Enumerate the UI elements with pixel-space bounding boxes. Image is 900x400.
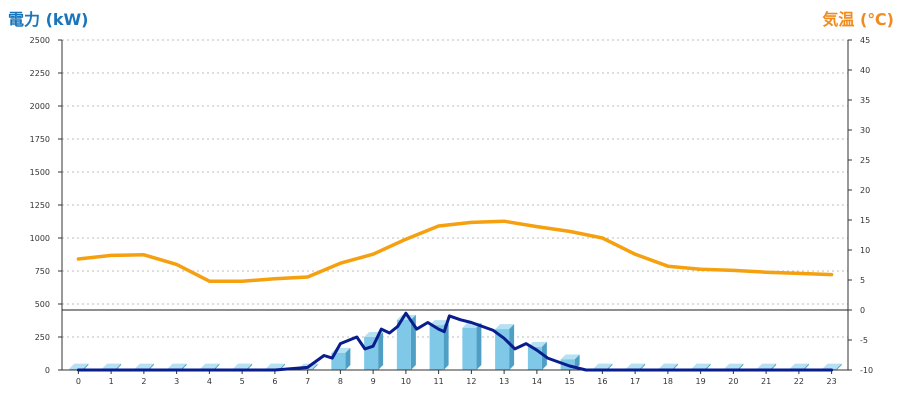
power-bar-top [495,324,515,330]
right-tick-label: 0 [860,306,865,315]
x-tick-label: 5 [240,377,245,386]
power-bar-top [102,363,122,369]
right-tick-label: -5 [860,336,868,345]
power-bar-side [148,363,154,370]
x-tick-label: 4 [207,377,212,386]
right-tick-label: 45 [860,36,870,45]
left-tick-label: 1000 [30,234,50,243]
right-tick-label: 40 [860,66,870,75]
x-tick-label: 18 [663,377,673,386]
left-tick-label: 0 [45,366,50,375]
x-tick-label: 23 [827,377,837,386]
power-bar-top [593,363,613,369]
x-tick-label: 22 [794,377,804,386]
x-tick-label: 7 [305,377,310,386]
power-bar-top [658,363,678,369]
power-bar-side [640,363,646,370]
power-bar-side [214,363,220,370]
power-bar-top [265,363,285,369]
power-bar-top [233,363,253,369]
x-tick-label: 20 [728,377,738,386]
power-bar [364,332,384,370]
x-tick-label: 16 [597,377,607,386]
right-tick-label: -10 [860,366,873,375]
right-axis-title: 気温 (℃) [822,10,894,29]
power-bar [331,347,351,370]
left-tick-label: 2500 [30,36,50,45]
x-tick-label: 21 [761,377,771,386]
power-bar [69,363,89,370]
power-bar-top [527,341,547,347]
x-tick-label: 0 [76,377,81,386]
power-bar-top [822,363,842,369]
left-tick-label: 1250 [30,201,50,210]
power-bar-side [312,363,318,370]
left-tick-label: 2000 [30,102,50,111]
x-tick-label: 1 [109,377,114,386]
power-bar-top [691,363,711,369]
left-tick-label: 1500 [30,168,50,177]
power-bar-side [181,363,187,370]
x-tick-label: 10 [401,377,411,386]
power-bar [462,322,482,370]
power-bar-side [803,363,809,370]
x-tick-label: 3 [174,377,179,386]
power-bar-top [789,363,809,369]
left-axis-title: 電力 (kW) [8,10,89,29]
power-bar-top [167,363,187,369]
power-bar-side [476,322,482,370]
right-tick-label: 20 [860,186,870,195]
power-bar-front [462,327,477,370]
right-tick-label: 30 [860,126,870,135]
x-tick-label: 17 [630,377,640,386]
right-tick-label: 35 [860,96,870,105]
power-bar-side [116,363,122,370]
left-tick-label: 2250 [30,69,50,78]
x-tick-label: 2 [141,377,146,386]
x-tick-label: 11 [434,377,444,386]
power-bar-side [247,363,253,370]
power-bar-top [134,363,154,369]
power-bar-side [345,347,351,370]
temperature-line [76,219,834,283]
power-bar-front [396,319,411,370]
x-tick-label: 6 [272,377,277,386]
left-tick-label: 250 [35,333,50,342]
left-tick-label: 750 [35,267,50,276]
power-bar-side [705,363,711,370]
left-tick-label: 500 [35,300,50,309]
power-bar-front [69,368,84,370]
power-bar-side [836,363,842,370]
x-tick-label: 15 [565,377,575,386]
right-tick-label: 5 [860,276,865,285]
left-tick-label: 1750 [30,135,50,144]
x-tick-label: 8 [338,377,343,386]
power-bar-top [724,363,744,369]
power-bar-top [200,363,220,369]
power-bar-side [672,363,678,370]
power-bar-side [771,363,777,370]
x-tick-label: 12 [466,377,476,386]
power-bar-top [757,363,777,369]
power-bar-top [626,363,646,369]
right-tick-label: 15 [860,216,870,225]
x-tick-label: 19 [696,377,706,386]
power-bar-side [83,363,89,370]
x-tick-label: 13 [499,377,509,386]
power-bar-front [331,352,346,370]
x-tick-label: 9 [371,377,376,386]
power-line [76,311,834,372]
power-bar-side [607,363,613,370]
power-bar-top [69,363,89,369]
power-bar-side [738,363,744,370]
power-bar-front [429,325,444,370]
power-bar-top [429,320,449,326]
x-tick-label: 14 [532,377,542,386]
right-tick-label: 25 [860,156,870,165]
right-tick-label: 10 [860,246,870,255]
power-bar-top [560,354,580,360]
power-bar-side [378,332,384,370]
power-bar-front [298,368,313,370]
